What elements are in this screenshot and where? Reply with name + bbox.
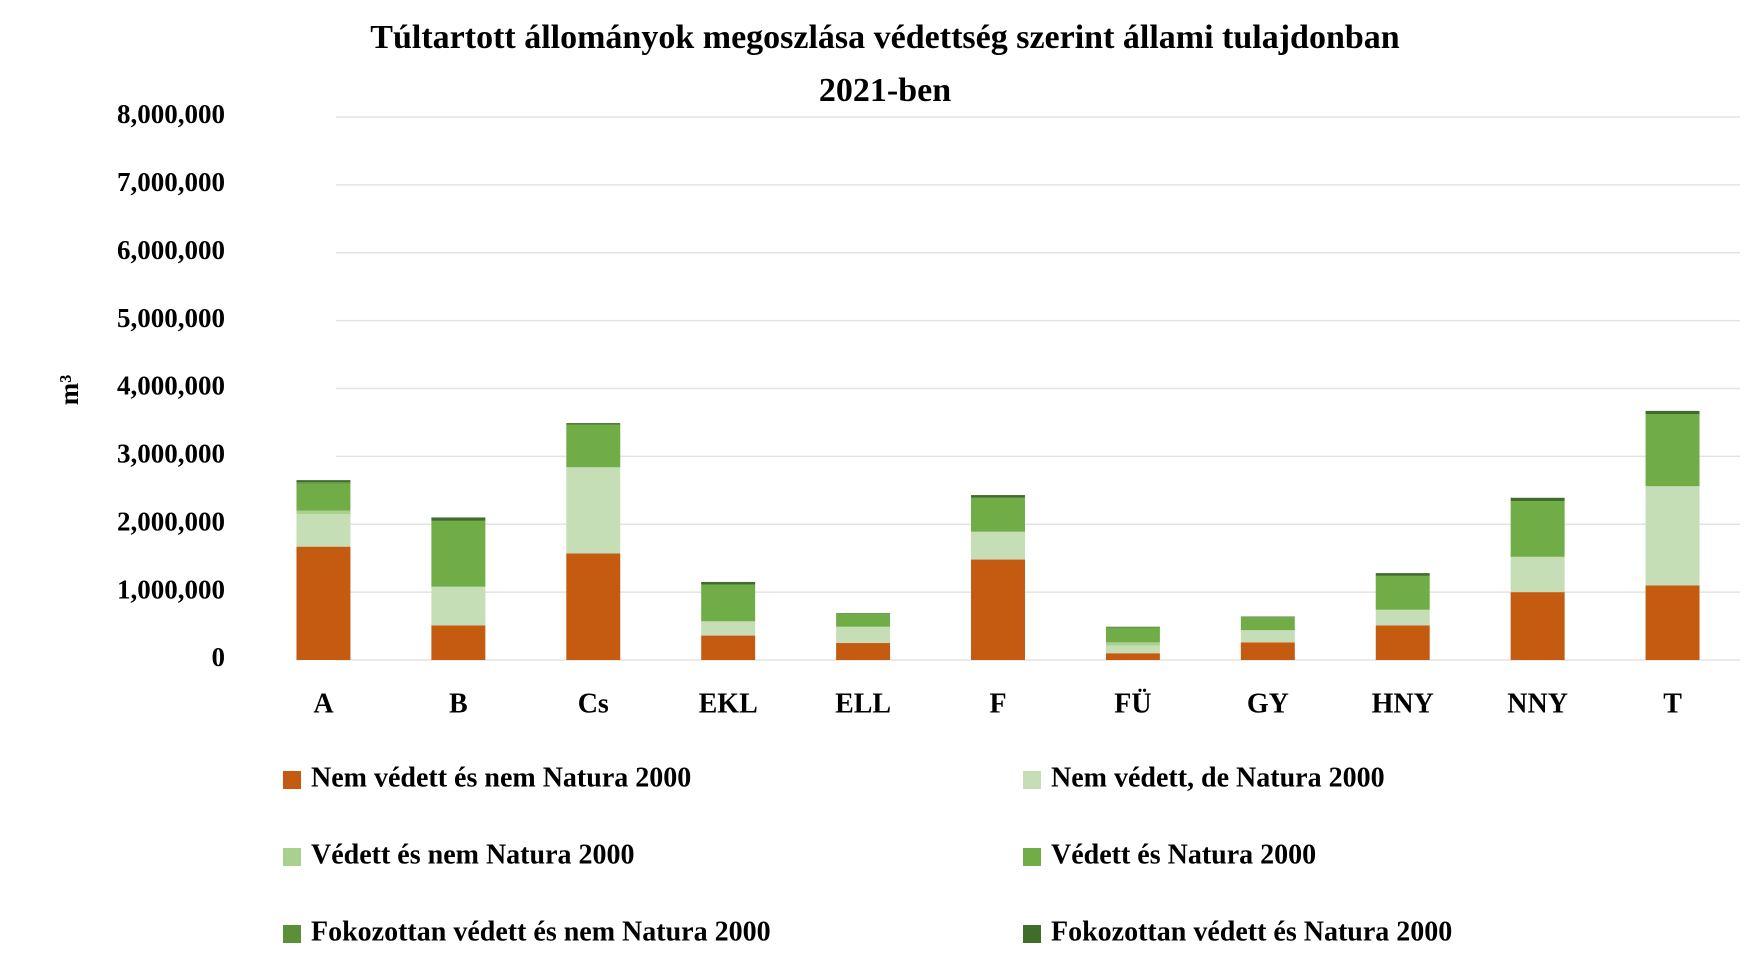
y-tick-label: 4,000,000 xyxy=(117,371,225,401)
bar-segment xyxy=(431,625,486,660)
x-tick-label: A xyxy=(313,688,334,719)
legend-swatch xyxy=(283,771,301,789)
x-tick-label: Cs xyxy=(578,688,609,719)
bar-segment xyxy=(836,643,891,660)
x-tick-label: NNY xyxy=(1507,688,1568,719)
chart-title: Túltartott állományok megoszlása védetts… xyxy=(370,19,1399,56)
legend-label: Védett és Natura 2000 xyxy=(1051,839,1316,870)
y-tick-label: 3,000,000 xyxy=(117,439,225,469)
bar-segment xyxy=(1105,626,1160,628)
bar-segment xyxy=(971,497,1025,532)
bar-segment xyxy=(701,621,756,636)
y-tick-label: 7,000,000 xyxy=(117,167,225,197)
bar-segment xyxy=(1510,592,1565,660)
bar-segment xyxy=(566,423,621,425)
bar-segment xyxy=(566,467,621,554)
bar-segment xyxy=(1510,501,1565,557)
bar-segment xyxy=(296,510,351,515)
bar-segment xyxy=(431,520,486,587)
x-tick-label: ELL xyxy=(835,688,891,719)
x-tick-label: T xyxy=(1663,688,1682,719)
x-tick-label: HNY xyxy=(1372,688,1434,719)
bar-segment xyxy=(836,613,891,627)
bar-segment xyxy=(1375,625,1430,660)
x-tick-label: B xyxy=(449,688,468,719)
bar-segment xyxy=(701,635,756,660)
bar-segment xyxy=(1240,616,1295,618)
bar-segment xyxy=(1105,627,1160,643)
legend-swatch xyxy=(1023,848,1041,866)
y-tick-label: 5,000,000 xyxy=(117,303,225,333)
bar-segment xyxy=(1375,573,1430,576)
bar-segment xyxy=(701,581,756,585)
bar-segment xyxy=(296,483,351,511)
bar-segment xyxy=(1240,642,1295,660)
bar-segment xyxy=(1375,609,1430,626)
bar-segment xyxy=(1510,556,1565,593)
bar-segment xyxy=(1510,497,1565,502)
legend-swatch xyxy=(1023,925,1041,943)
bar-segment xyxy=(1105,645,1160,654)
legend-label: Védett és nem Natura 2000 xyxy=(311,839,635,870)
bar-segment xyxy=(1105,653,1160,660)
y-tick-label: 1,000,000 xyxy=(117,574,225,604)
y-tick-label: 2,000,000 xyxy=(117,506,225,536)
bar-segment xyxy=(566,424,621,468)
x-tick-label: FÜ xyxy=(1114,688,1151,719)
y-axis-label: m³ xyxy=(54,375,84,406)
bar-segment xyxy=(431,517,486,521)
y-tick-label: 6,000,000 xyxy=(117,235,225,265)
bar-segment xyxy=(836,613,891,614)
bar-segment xyxy=(1645,410,1700,415)
bar-segment xyxy=(296,482,351,484)
bar-segment xyxy=(431,586,486,626)
bar-segment xyxy=(1645,585,1700,660)
legend-swatch xyxy=(1023,771,1041,789)
y-tick-label: 8,000,000 xyxy=(117,99,225,129)
y-tick-label: 0 xyxy=(212,642,226,672)
legend-label: Fokozottan védett és Natura 2000 xyxy=(1051,916,1452,947)
legend-swatch xyxy=(283,925,301,943)
chart-subtitle: 2021-ben xyxy=(819,72,951,109)
bar-segment xyxy=(296,480,351,483)
bar-segment xyxy=(701,584,756,622)
legend-label: Nem védett és nem Natura 2000 xyxy=(311,762,691,793)
bar-segment xyxy=(971,531,1025,560)
x-tick-label: GY xyxy=(1247,688,1289,719)
bar-segment xyxy=(971,495,1025,498)
bar-segment xyxy=(296,514,351,547)
bar-segment xyxy=(1240,630,1295,643)
bar-segment xyxy=(1375,575,1430,610)
bar-segment xyxy=(971,559,1025,660)
legend-swatch xyxy=(283,848,301,866)
bar-segment xyxy=(566,553,621,660)
bar-segment xyxy=(1645,414,1700,487)
legend-label: Nem védett, de Natura 2000 xyxy=(1051,762,1385,793)
legend-label: Fokozottan védett és nem Natura 2000 xyxy=(311,916,771,947)
bar-segment xyxy=(296,546,351,660)
bar-segment xyxy=(1105,642,1160,646)
bar-segment xyxy=(1240,617,1295,631)
bar-segment xyxy=(836,626,891,644)
x-tick-label: F xyxy=(989,688,1006,719)
x-tick-label: EKL xyxy=(699,688,758,719)
bar-segment xyxy=(1645,486,1700,586)
